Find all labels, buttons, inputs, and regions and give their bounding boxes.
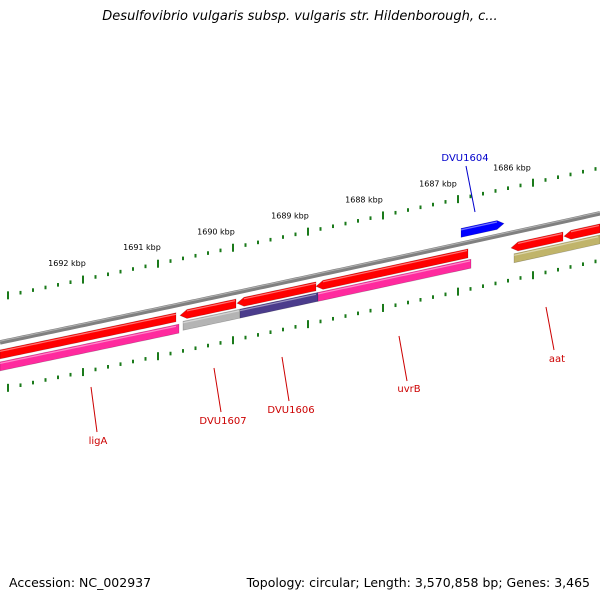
scale-tick-label: 1687 kbp [419, 179, 457, 188]
cds-DVU1606-arrow[interactable] [236, 281, 317, 307]
feature-DVU1604-arrow-highlight [460, 221, 498, 231]
gene-label[interactable]: aat [549, 354, 565, 365]
gene-aat-bar-highlight [513, 236, 599, 256]
page-title: Desulfovibrio vulgaris subsp. vulgaris s… [102, 9, 498, 24]
accession-label: Accession: NC_002937 [9, 575, 152, 590]
gene-label-leader [281, 356, 290, 402]
scale-ruler-lower [7, 259, 597, 392]
cds-next-arrow[interactable] [563, 223, 600, 240]
sequence-backbone [0, 211, 600, 345]
gene-label[interactable]: uvrB [397, 384, 420, 395]
cds-ligA-arrow[interactable] [0, 312, 177, 360]
scale-tick-label: 1688 kbp [345, 196, 383, 205]
feature-DVU1604-arrow[interactable] [460, 220, 505, 238]
scale-tick-label: 1686 kbp [493, 163, 531, 172]
gene-DVU1606-bar[interactable] [239, 292, 319, 319]
backbone-highlight [0, 211, 600, 342]
cds-DVU1607-arrow[interactable] [179, 298, 237, 319]
gene-label-leader [465, 165, 476, 213]
gene-label[interactable]: DVU1607 [199, 416, 246, 427]
genome-stats-label: Topology: circular; Length: 3,570,858 bp… [246, 575, 590, 590]
cds-DVU1606-arrow-highlight [243, 282, 317, 300]
cds-aat-arrow-highlight [517, 233, 563, 244]
gene-ligA-bar[interactable] [0, 323, 180, 372]
cds-uvrB-arrow-highlight [322, 249, 468, 283]
cds-aat-arrow[interactable] [510, 231, 564, 252]
gene-ligA-bar-highlight [0, 325, 177, 364]
gene-label-leader [90, 386, 98, 433]
scale-tick-label: 1689 kbp [271, 212, 309, 221]
gene-uvrB-bar[interactable] [317, 258, 472, 302]
cds-uvrB-arrow[interactable] [315, 248, 469, 290]
gene-label-leader [545, 306, 555, 351]
gene-aat-bar[interactable] [513, 234, 600, 264]
scale-ruler-upper [7, 167, 597, 300]
backbone-line [0, 211, 600, 345]
gene-labels: ligA DVU1607 DVU1606 uvrB aat DVU1604 [89, 153, 566, 447]
scale-labels: 1692 kbp 1691 kbp 1690 kbp 1689 kbp 1688 kbp… [48, 163, 531, 268]
gene-DVU1607-bar-highlight [182, 310, 240, 324]
cds-ligA-arrow-highlight [0, 313, 177, 352]
gene-uvrB-bar-highlight [317, 260, 471, 295]
gene-label-leader [213, 367, 222, 413]
cds-DVU1607-arrow-highlight [186, 300, 236, 312]
scale-tick-label: 1690 kbp [197, 227, 235, 236]
gene-label-leader [398, 335, 408, 382]
feature-track [0, 220, 600, 372]
scale-tick-label: 1691 kbp [123, 243, 161, 252]
gene-label[interactable]: ligA [89, 436, 108, 447]
gene-label[interactable]: DVU1604 [441, 153, 488, 164]
cds-next-arrow-highlight [570, 224, 600, 233]
gene-label[interactable]: DVU1606 [267, 405, 314, 416]
gene-DVU1606-bar-highlight [239, 293, 317, 312]
scale-tick-label: 1692 kbp [48, 259, 86, 268]
